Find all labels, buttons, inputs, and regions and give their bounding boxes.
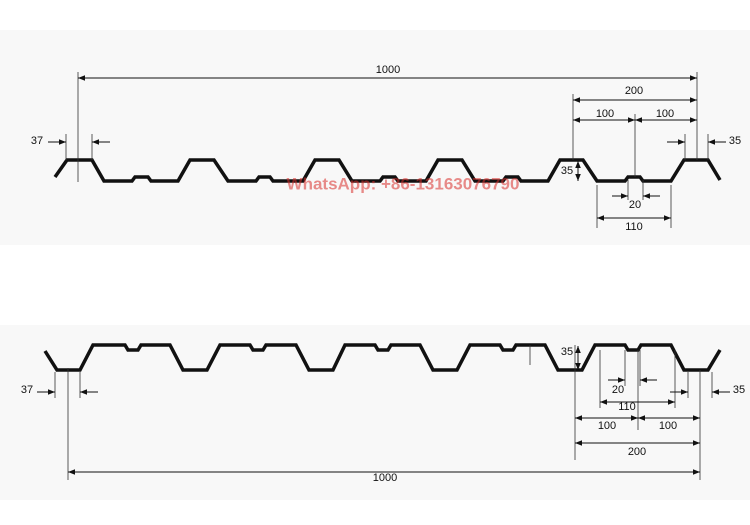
dimension-label: 1000	[376, 64, 400, 76]
dimension-label: 110	[618, 401, 636, 413]
dimension-label: 37	[21, 384, 33, 396]
sheet-profile	[53, 158, 722, 183]
dimension-label: 100	[659, 420, 677, 432]
dimension-label: 35	[729, 135, 741, 147]
extension-lines	[65, 72, 709, 228]
dimension-label: 100	[656, 108, 674, 120]
dimension-label: 35	[561, 346, 573, 358]
dimension-label: 37	[31, 135, 43, 147]
watermark: WhatsApp: +86-13163076790	[287, 174, 520, 193]
top-profile: 1000 200 100 100 37 35 35 20 110	[31, 64, 741, 233]
dimension-label: 35	[561, 165, 573, 177]
dimension-label: 200	[625, 85, 643, 97]
dimension-label: 20	[629, 199, 641, 211]
extension-lines	[54, 345, 713, 480]
dimension-label: 100	[596, 108, 614, 120]
dimension-label: 110	[625, 221, 643, 233]
dimension-label: 100	[598, 420, 616, 432]
dimension-label: 1000	[373, 472, 397, 484]
dimension-label: 35	[733, 384, 745, 396]
sheet-profile	[43, 343, 722, 372]
panel-bg	[0, 30, 750, 245]
dimension-label: 200	[628, 446, 646, 458]
bottom-profile: 1000 200 100 100 110 20 37 35 35	[21, 343, 745, 484]
dimension-label: 20	[612, 384, 624, 396]
